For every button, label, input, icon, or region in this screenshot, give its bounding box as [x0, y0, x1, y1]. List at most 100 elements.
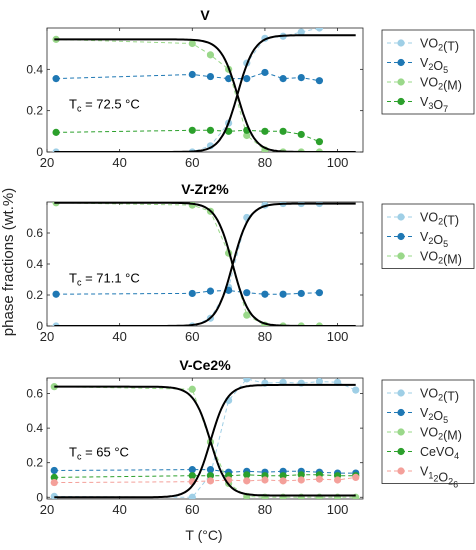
- y-tick-label: 0.2: [26, 456, 43, 470]
- data-point-v2o5: [188, 289, 196, 298]
- x-tick-label: 20: [40, 502, 54, 517]
- legend-label: VO2(M): [420, 426, 462, 443]
- plot-area: [46, 201, 364, 327]
- y-tick-label: 0.4: [26, 257, 43, 271]
- shared-y-axis-label: phase fractions (wt.%): [0, 188, 17, 336]
- chart-title: V-Zr2%: [181, 181, 229, 197]
- y-tick-label: 0: [36, 145, 43, 159]
- data-point-v2o5: [297, 289, 305, 298]
- fit-curve-fall: [54, 202, 356, 326]
- legend-marker: [397, 232, 405, 241]
- data-point-v3o7: [297, 130, 305, 139]
- y-tick-label: 0.2: [26, 104, 43, 118]
- series-line-vo2(m): [56, 38, 320, 152]
- fit-curve-fall: [54, 38, 356, 152]
- data-point-v2o5: [206, 287, 215, 295]
- data-point-vo2(m): [243, 131, 251, 140]
- plot-marks: [52, 202, 356, 326]
- data-point-vo2(t): [315, 378, 324, 386]
- data-point-v2o5: [50, 466, 58, 475]
- data-point-vo2(t): [297, 28, 305, 36]
- y-tick-label: 0.4: [26, 62, 43, 76]
- data-point-v2o5: [315, 289, 324, 297]
- tc-annotation: Tc = 72.5 °C: [69, 97, 140, 114]
- legend-marker: [397, 252, 405, 260]
- data-point-v12o26: [243, 477, 251, 485]
- data-point-v3o7: [188, 126, 196, 134]
- legend-label: VO2(T): [420, 37, 459, 54]
- legend-label: VO2(T): [420, 211, 459, 228]
- chart-panel-1: V 20 40 60 80 100 0 0.2 0.4 Tc = 72.5 °C VO2(T) V2O…: [26, 7, 475, 170]
- legend-marker: [397, 447, 405, 456]
- plot-area: [46, 27, 364, 153]
- chart-panel-2: V-Zr2% 20 40 60 80 100 0 0.2 0.4 0.6 Tc = 71.1 °C V…: [26, 181, 475, 344]
- data-point-v2o5: [52, 290, 60, 298]
- chart-title: V: [200, 7, 210, 23]
- data-point-v2o5: [188, 466, 196, 474]
- data-point-cevo4: [188, 472, 196, 480]
- data-point-vo2(m): [188, 39, 196, 48]
- data-point-v2o5: [206, 72, 215, 81]
- data-point-v12o26: [352, 473, 360, 481]
- data-point-v2o5: [52, 75, 60, 83]
- x-tick-label: 40: [112, 329, 126, 344]
- x-tick-label: 20: [40, 329, 54, 344]
- y-tick-label: 0.2: [26, 288, 43, 302]
- fit-curve-rise: [54, 202, 356, 326]
- legend-marker: [397, 78, 405, 86]
- data-point-v12o26: [279, 477, 287, 485]
- data-point-cevo4: [297, 471, 305, 479]
- data-point-vo2(m): [188, 385, 196, 393]
- x-tick-label: 100: [327, 502, 349, 517]
- y-tick-label: 0.4: [26, 421, 43, 435]
- legend-marker: [397, 97, 405, 106]
- y-tick-label: 0: [36, 319, 43, 333]
- chart-panels: V 20 40 60 80 100 0 0.2 0.4 Tc = 72.5 °C VO2(T) V2O…: [26, 7, 475, 517]
- data-point-v2o5: [188, 70, 196, 79]
- legend-label: CeVO4: [420, 445, 459, 461]
- x-tick-label: 40: [112, 155, 126, 170]
- data-point-vo2(m): [50, 383, 58, 391]
- x-tick-label: 60: [185, 155, 199, 170]
- data-point-v12o26: [261, 476, 269, 484]
- data-point-vo2(t): [188, 493, 196, 499]
- legend-label: V12O26: [420, 465, 458, 490]
- x-tick-label: 100: [327, 329, 349, 344]
- data-point-v3o7: [261, 127, 269, 135]
- data-point-v12o26: [315, 475, 324, 483]
- x-tick-label: 80: [258, 502, 272, 517]
- chart-panel-3: V-Ce2% 20 40 60 80 100 0 0.2 0.4 0.6 Tc = 65 °C VO2…: [26, 357, 475, 517]
- x-tick-label: 80: [258, 155, 272, 170]
- data-point-v2o5: [261, 68, 269, 77]
- data-point-cevo4: [243, 471, 251, 479]
- data-point-v3o7: [52, 128, 60, 136]
- legend-label: V2O5: [420, 230, 448, 249]
- legend-marker: [397, 213, 405, 221]
- fit-curve-rise: [54, 383, 356, 499]
- legend-box: [381, 29, 475, 115]
- y-tick-label: 0: [36, 490, 43, 504]
- plot-marks: [50, 378, 360, 499]
- series-line-vo2(m): [56, 202, 320, 326]
- data-point-v3o7: [279, 127, 287, 135]
- x-tick-label: 80: [258, 329, 272, 344]
- data-point-v2o5: [315, 77, 324, 85]
- tc-annotation: Tc = 65 °C: [69, 445, 129, 462]
- legend-label: V2O5: [420, 56, 448, 75]
- x-tick-label: 20: [40, 155, 54, 170]
- legend-marker: [397, 428, 405, 436]
- legend-label: VO2(T): [420, 387, 459, 404]
- data-point-cevo4: [50, 473, 58, 481]
- data-point-v2o5: [243, 75, 251, 83]
- data-point-v12o26: [206, 477, 215, 485]
- plot-area: [46, 377, 364, 500]
- data-point-v12o26: [297, 476, 305, 484]
- data-point-cevo4: [279, 472, 287, 480]
- shared-x-axis-label: T (°C): [185, 527, 222, 543]
- legend-marker: [397, 389, 405, 397]
- data-point-vo2(t): [315, 28, 324, 32]
- data-point-v2o5: [225, 75, 233, 83]
- chart-title: V-Ce2%: [179, 357, 231, 373]
- data-point-v2o5: [297, 74, 305, 82]
